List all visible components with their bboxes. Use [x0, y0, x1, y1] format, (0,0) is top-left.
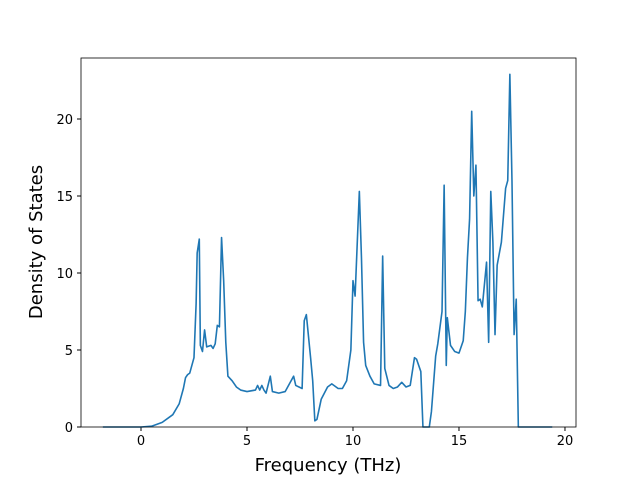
y-tick-label: 5 [65, 344, 73, 359]
line-series [102, 73, 553, 428]
y-axis-label: Density of States [26, 165, 47, 319]
plot-frame [80, 57, 577, 428]
x-tick-label: 10 [345, 434, 362, 449]
y-tick-label: 0 [65, 421, 73, 436]
x-axis-label: Frequency (THz) [255, 455, 402, 476]
y-tick-label: 20 [56, 113, 73, 128]
x-tick-label: 5 [243, 434, 251, 449]
x-tick-label: 15 [451, 434, 468, 449]
x-tick-label: 0 [137, 434, 145, 449]
y-tick-label: 15 [56, 190, 73, 205]
y-tick-label: 10 [56, 267, 73, 282]
x-tick-label: 20 [557, 434, 574, 449]
